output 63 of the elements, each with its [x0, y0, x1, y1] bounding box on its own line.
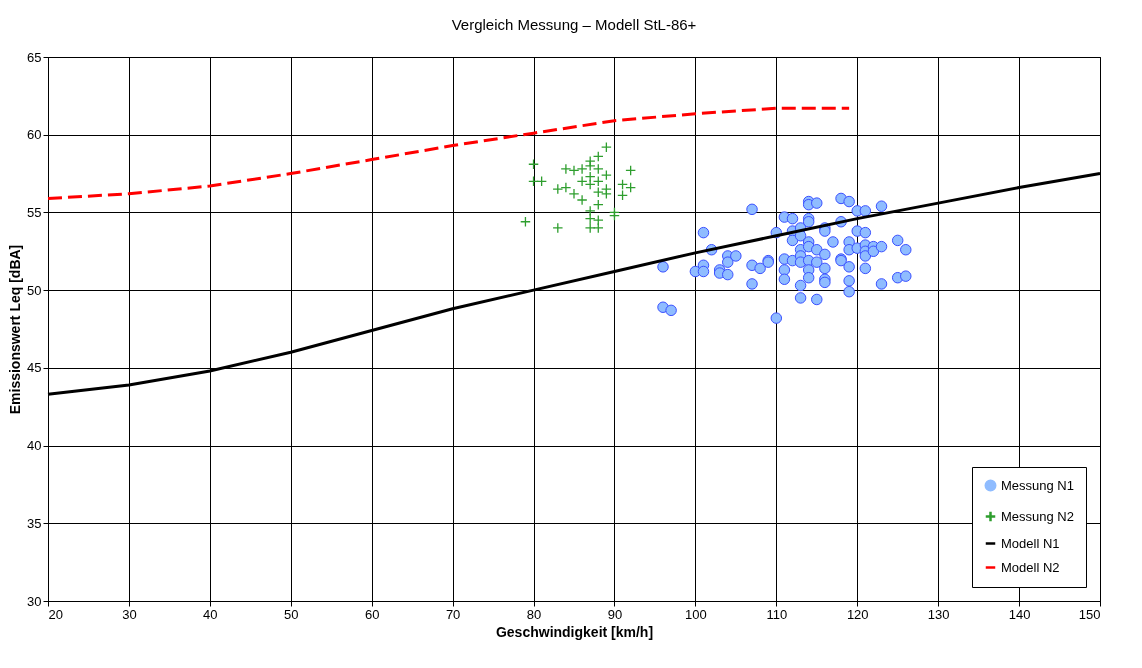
point [592, 151, 604, 162]
point [584, 171, 596, 183]
y-axis-title: Emissionswert Leq [dBA] [7, 244, 24, 415]
point [528, 175, 539, 187]
point [617, 189, 628, 201]
x-tick-label: 80 [526, 606, 542, 622]
x-tick-label: 100 [685, 606, 707, 622]
point [592, 175, 604, 187]
point [625, 165, 637, 176]
point [625, 182, 637, 193]
point [592, 199, 604, 211]
point [576, 175, 588, 187]
legend-label: Messung N1 [1001, 477, 1074, 493]
x-tick-label: 20 [48, 606, 63, 622]
chart-title: Vergleich Messung – Modell StL-86+ [451, 16, 697, 33]
point [592, 214, 604, 226]
y-tick-label: 40 [27, 438, 42, 454]
point [560, 163, 572, 175]
x-tick-label: 140 [1008, 606, 1031, 622]
point [576, 194, 588, 206]
x-tick-label: 60 [364, 606, 380, 622]
point [568, 165, 580, 176]
y-tick-label: 35 [27, 515, 42, 531]
y-tick-label: 65 [27, 49, 42, 65]
point [584, 160, 596, 172]
x-tick-label: 150 [1078, 606, 1101, 622]
x-tick-label: 40 [203, 606, 218, 622]
x-axis-title: Geschwindigkeit [km/h] [495, 623, 654, 640]
point [552, 222, 564, 234]
y-tick-label: 50 [27, 282, 42, 298]
point [592, 222, 604, 234]
legend-label: Messung N2 [1001, 508, 1074, 524]
x-tick-label: 120 [846, 606, 869, 622]
point [592, 163, 604, 175]
x-tick-label: 70 [445, 606, 461, 622]
y-tick-label: 60 [27, 127, 42, 143]
legend-label: Modell N2 [1001, 559, 1060, 575]
x-tick-label: 30 [122, 606, 137, 622]
point [528, 158, 539, 170]
point [568, 188, 580, 200]
y-tick-label: 30 [27, 593, 42, 609]
x-tick-label: 130 [927, 606, 950, 622]
point [600, 188, 612, 200]
point [552, 183, 564, 195]
point [600, 141, 612, 153]
point [576, 163, 588, 175]
y-tick-label: 55 [27, 204, 42, 220]
point [536, 175, 548, 187]
legend-label: Modell N1 [1001, 535, 1060, 551]
point [600, 169, 612, 181]
point [584, 179, 596, 190]
x-tick-label: 50 [284, 606, 299, 622]
point [520, 216, 531, 228]
x-tick-label: 110 [766, 606, 788, 622]
point [584, 222, 596, 234]
y-tick-label: 45 [27, 360, 42, 376]
point [584, 213, 596, 225]
point [584, 205, 596, 217]
x-tick-label: 90 [607, 606, 623, 622]
point [592, 186, 604, 198]
line-series [46, 106, 851, 200]
point [617, 179, 628, 190]
point [560, 182, 572, 193]
